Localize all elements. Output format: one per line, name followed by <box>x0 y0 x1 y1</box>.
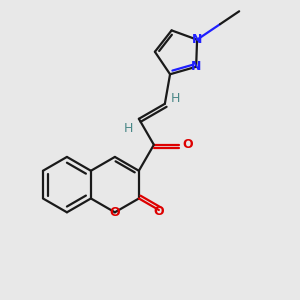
Text: O: O <box>110 206 120 219</box>
Text: O: O <box>182 138 193 151</box>
Text: H: H <box>170 92 180 104</box>
Text: O: O <box>154 205 164 218</box>
Text: H: H <box>124 122 133 134</box>
Text: N: N <box>192 33 202 46</box>
Text: N: N <box>191 60 201 73</box>
